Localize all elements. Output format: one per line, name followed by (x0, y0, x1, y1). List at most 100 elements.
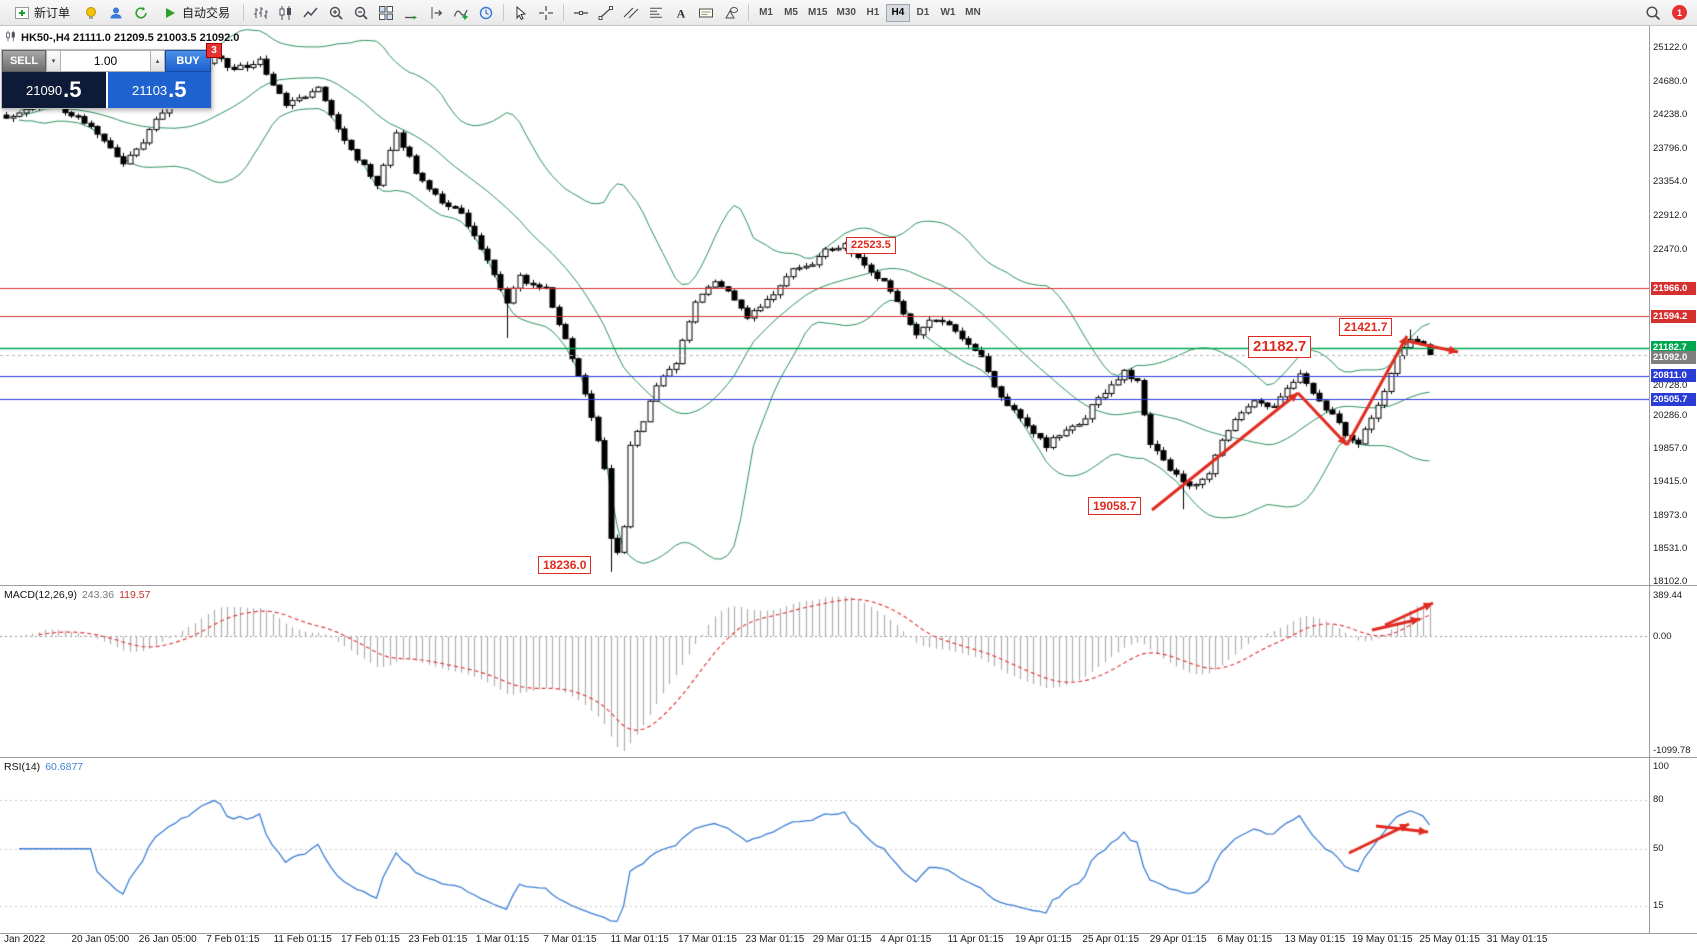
auto-scroll-button[interactable] (399, 2, 423, 24)
price-annotation[interactable]: 19058.7 (1088, 497, 1142, 516)
timeframe-m1-button[interactable]: M1 (754, 4, 778, 22)
chart-symbol-ohlc: HK50-,H4 21111.0 21209.5 21003.5 21092.0 (5, 30, 239, 45)
crosshair-button[interactable] (534, 2, 558, 24)
price-axis-label: 19857.0 (1653, 442, 1688, 454)
sell-price[interactable]: 21090 .5 (2, 72, 106, 108)
rsi-axis-label: 80 (1653, 793, 1664, 805)
volume-increase-button[interactable]: ▴ (150, 50, 165, 72)
trade-panel-price-row: 21090 .5 21103 .5 (2, 72, 211, 108)
macd-axis-label: -1099.78 (1653, 744, 1691, 756)
timeframe-d1-button[interactable]: D1 (911, 4, 935, 22)
shapes-button[interactable] (719, 2, 743, 24)
community-button[interactable] (104, 2, 128, 24)
price-axis-label: 22912.0 (1653, 210, 1688, 222)
price-axis-label: 24238.0 (1653, 109, 1688, 121)
price-annotation[interactable]: 22523.5 (846, 237, 896, 254)
panel-separator[interactable] (0, 757, 1697, 758)
macd-indicator-label: MACD(12,26,9) 243.36 119.57 (4, 589, 150, 601)
volume-input[interactable] (61, 50, 150, 72)
macd-axis-label: 0.00 (1653, 630, 1672, 642)
notification-badge[interactable]: 1 (1672, 5, 1687, 20)
timeframe-m5-button[interactable]: M5 (779, 4, 803, 22)
one-click-trading-panel: SELL ▾ ▴ BUY 21090 .5 21103 .5 (1, 49, 212, 109)
time-axis-label: 11 Mar 01:15 (610, 934, 669, 945)
price-axis-label: 23354.0 (1653, 176, 1688, 188)
time-axis[interactable]: Jan 2022 20 Jan 05:00 26 Jan 05:00 7 Feb 01… (0, 934, 1649, 946)
rsi-canvas[interactable] (0, 758, 1649, 932)
price-annotation[interactable]: 21182.7 (1248, 336, 1312, 359)
zoom-out-button[interactable] (349, 2, 373, 24)
timeframe-m30-button[interactable]: M30 (832, 4, 859, 22)
time-axis-label: 29 Apr 01:15 (1149, 934, 1207, 945)
price-axis-label: 19415.0 (1653, 476, 1688, 488)
timeframe-h4-button[interactable]: H4 (885, 3, 910, 22)
zoom-in-button[interactable] (324, 2, 348, 24)
timeframe-m15-button[interactable]: M15 (804, 4, 831, 22)
cursor-button[interactable] (509, 2, 533, 24)
macd-axis-label: 389.44 (1653, 589, 1683, 601)
price-level-chip: 21966.0 (1651, 281, 1696, 295)
time-axis-label: 4 Apr 01:15 (880, 934, 932, 945)
price-chart-canvas[interactable] (0, 26, 1649, 585)
toolbar-separator (243, 4, 245, 21)
chart-shift-button[interactable] (424, 2, 448, 24)
macd-canvas[interactable] (0, 586, 1649, 756)
trendline-button[interactable] (594, 2, 618, 24)
symbol-ohlc-text: HK50-,H4 21111.0 21209.5 21003.5 21092.0 (21, 31, 240, 44)
timeframe-h1-button[interactable]: H1 (861, 4, 885, 22)
timeframes-menu-button[interactable] (474, 2, 498, 24)
price-annotation[interactable]: 18236.0 (538, 556, 592, 575)
auto-trading-button[interactable]: 自动交易 (154, 2, 238, 24)
tile-windows-button[interactable] (374, 2, 398, 24)
add-indicator-button[interactable] (449, 2, 473, 24)
time-axis-label: 26 Jan 05:00 (138, 934, 197, 945)
candlestick-chart-button[interactable] (274, 2, 298, 24)
sell-button[interactable]: SELL (2, 50, 46, 72)
time-axis-label: 25 May 01:15 (1419, 934, 1480, 945)
sell-price-main: 21090 (25, 82, 63, 98)
new-order-label: 新订单 (34, 6, 71, 20)
svg-text:A: A (677, 6, 686, 20)
time-axis-label: 19 May 01:15 (1352, 934, 1413, 945)
buy-price-main: 21103 (131, 82, 168, 98)
panel-separator[interactable] (0, 585, 1697, 586)
candlestick-chart-icon (5, 30, 17, 45)
time-axis-label: 17 Feb 01:15 (341, 934, 400, 945)
bar-chart-button[interactable] (249, 2, 273, 24)
time-axis-label: 6 May 01:15 (1217, 934, 1273, 945)
time-axis-label: 1 Mar 01:15 (475, 934, 530, 945)
price-axis-label: 18531.0 (1653, 543, 1688, 555)
time-axis-label: 25 Apr 01:15 (1082, 934, 1140, 945)
line-chart-button[interactable] (299, 2, 323, 24)
new-order-button[interactable]: 新订单 (6, 2, 78, 24)
price-level-chip: 21182.7 (1651, 341, 1696, 355)
volume-decrease-button[interactable]: ▾ (46, 50, 61, 72)
timeframe-w1-button[interactable]: W1 (936, 4, 960, 22)
text-label-button[interactable] (694, 2, 718, 24)
buy-button[interactable]: BUY (165, 50, 211, 72)
refresh-button[interactable] (129, 2, 153, 24)
time-axis-label: 7 Mar 01:15 (543, 934, 597, 945)
toolbar: 新订单 自动交易 A M1 M5 M15 M30 H1 H4 D1 W1 MN 1 (0, 0, 1697, 26)
time-axis-label: Jan 2022 (4, 934, 46, 945)
alert-count-badge[interactable]: 3 (206, 43, 222, 58)
rsi-axis-label: 50 (1653, 842, 1664, 854)
time-axis-label: 23 Feb 01:15 (408, 934, 468, 945)
price-level-chip: 20505.7 (1651, 392, 1696, 406)
ideas-button[interactable] (79, 2, 103, 24)
timeframe-mn-button[interactable]: MN (961, 4, 985, 22)
buy-price[interactable]: 21103 .5 (107, 72, 211, 108)
toolbar-separator (503, 4, 505, 21)
auto-trading-label: 自动交易 (182, 6, 231, 20)
time-axis-label: 19 Apr 01:15 (1015, 934, 1072, 945)
fibonacci-button[interactable] (644, 2, 668, 24)
trade-panel-top-row: SELL ▾ ▴ BUY (2, 50, 211, 72)
price-annotation[interactable]: 21421.7 (1339, 318, 1393, 337)
rsi-value: 60.6877 (45, 761, 84, 773)
price-axis[interactable]: 25122.0 24680.0 24238.0 23796.0 23354.0 22912… (1649, 26, 1697, 933)
horizontal-line-button[interactable] (569, 2, 593, 24)
search-button[interactable] (1641, 2, 1665, 24)
channel-button[interactable] (619, 2, 643, 24)
text-button[interactable]: A (669, 2, 693, 24)
